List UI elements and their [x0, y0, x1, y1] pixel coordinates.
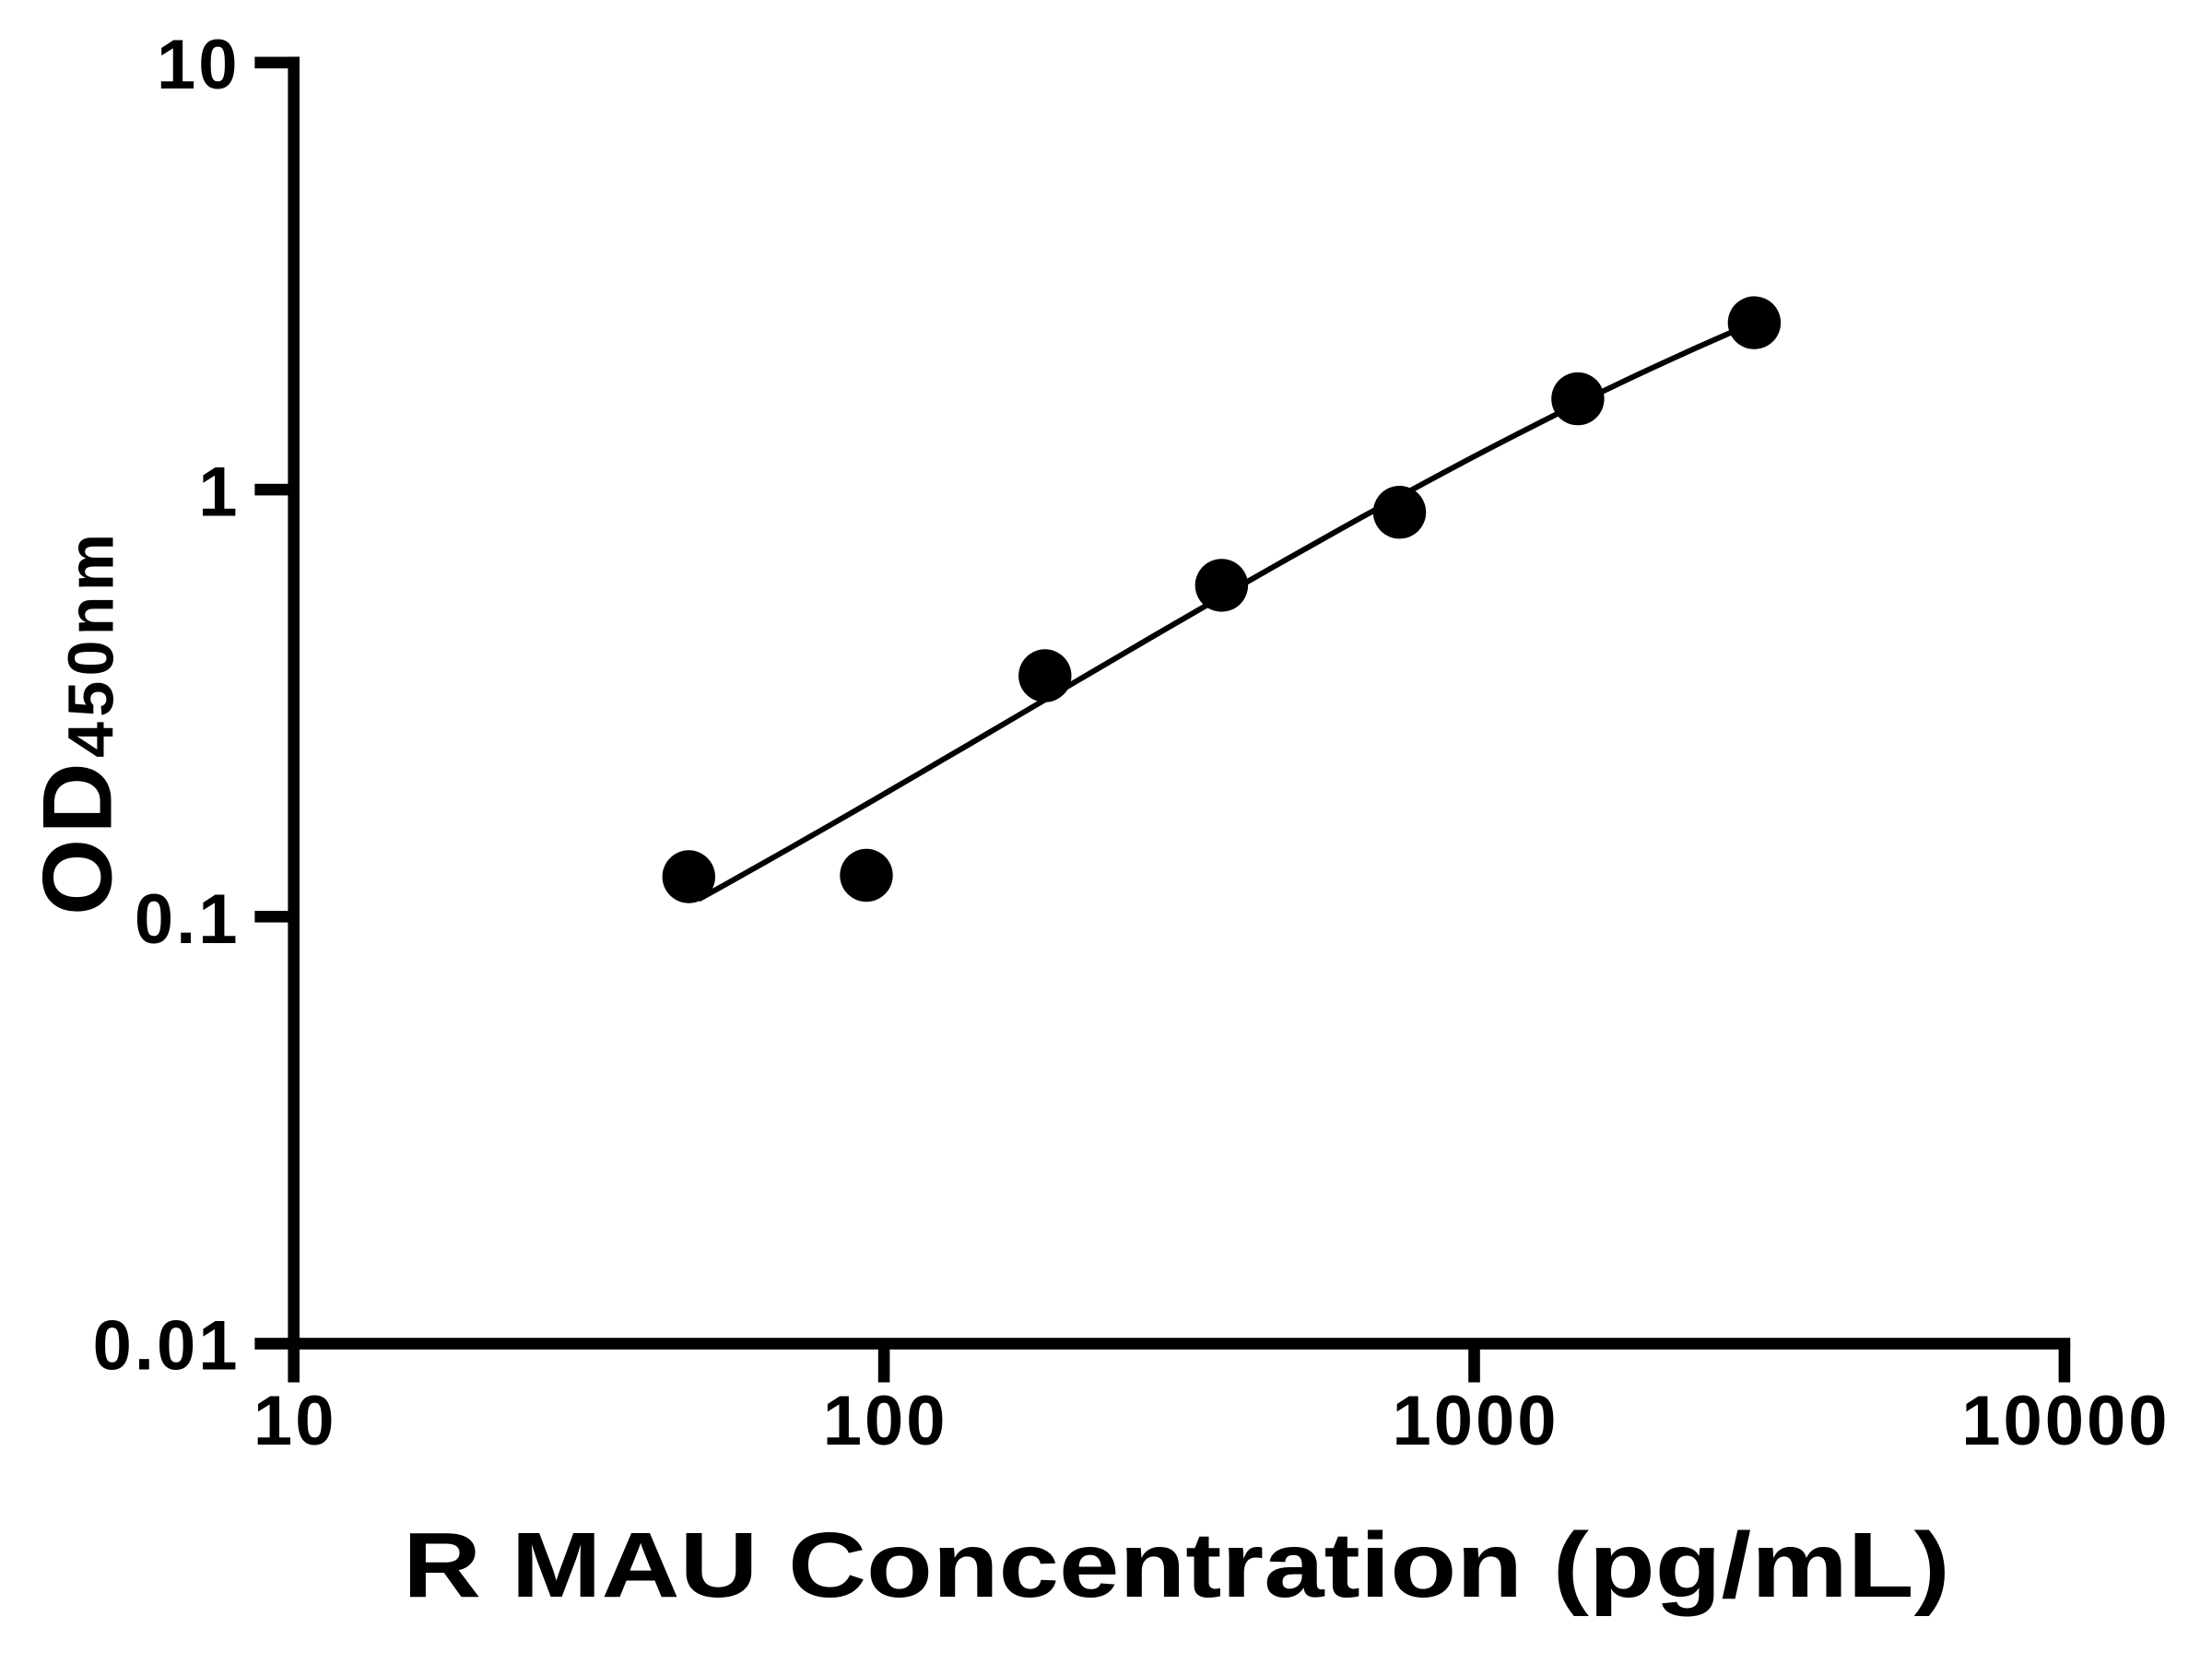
svg-text:0.01: 0.01 — [93, 1307, 241, 1386]
svg-text:R MAU Concentration (pg/mL): R MAU Concentration (pg/mL) — [403, 1514, 1950, 1617]
svg-text:100: 100 — [823, 1382, 948, 1460]
svg-text:0.1: 0.1 — [135, 880, 241, 959]
svg-text:10: 10 — [157, 26, 241, 104]
svg-text:10000: 10000 — [1961, 1382, 2170, 1460]
svg-text:1: 1 — [198, 454, 240, 532]
svg-text:10: 10 — [253, 1382, 337, 1460]
svg-text:1000: 1000 — [1392, 1382, 1559, 1460]
